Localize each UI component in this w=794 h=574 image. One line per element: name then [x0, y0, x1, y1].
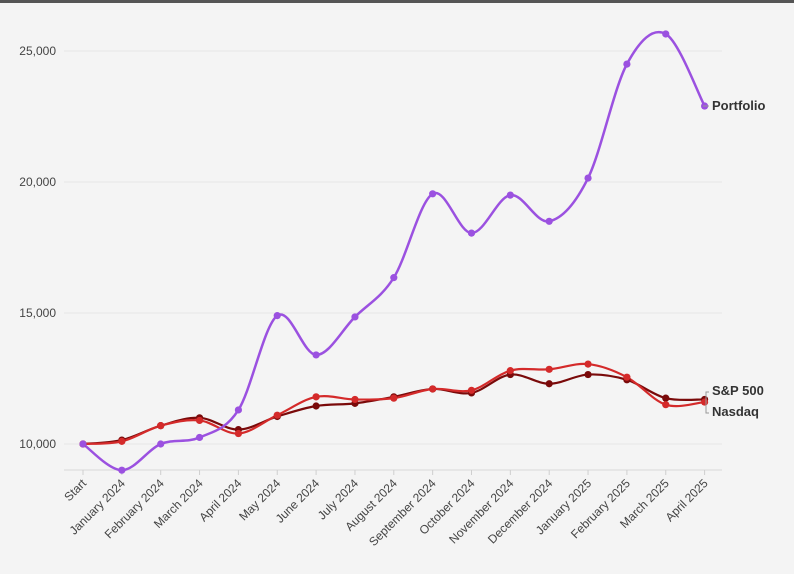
point-portfolio: [506, 191, 514, 199]
point-portfolio: [273, 312, 281, 320]
top-border: [0, 0, 794, 3]
point-portfolio: [118, 466, 126, 474]
point-portfolio: [312, 351, 320, 359]
y-tick-label: 20,000: [19, 175, 56, 189]
legend-portfolio: Portfolio: [712, 98, 765, 113]
line-end-labels: Portfolio S&P 500 Nasdaq: [703, 98, 765, 419]
point-s-p-500: [662, 394, 670, 402]
point-portfolio: [467, 229, 476, 237]
grid-lines: [64, 50, 722, 445]
point-nasdaq: [467, 386, 476, 394]
point-nasdaq: [118, 437, 126, 445]
point-nasdaq: [701, 398, 709, 406]
x-tick-label: September 2024: [366, 476, 439, 549]
point-portfolio: [545, 217, 553, 225]
legend-sp500: S&P 500: [712, 383, 764, 398]
point-nasdaq: [623, 373, 631, 381]
point-nasdaq: [584, 360, 592, 368]
point-nasdaq: [351, 395, 359, 404]
point-s-p-500: [584, 370, 592, 379]
legend-nasdaq: Nasdaq: [712, 404, 759, 419]
point-nasdaq: [234, 429, 242, 438]
point-nasdaq: [545, 365, 553, 373]
point-portfolio: [195, 433, 204, 442]
y-tick-label: 10,000: [19, 437, 56, 451]
point-portfolio: [662, 30, 670, 38]
point-nasdaq: [312, 393, 320, 401]
point-nasdaq: [662, 401, 670, 409]
x-tick-label: April 2025: [663, 476, 711, 524]
series-line-portfolio: [82, 31, 706, 472]
point-nasdaq: [157, 422, 165, 430]
point-portfolio: [351, 313, 359, 321]
point-nasdaq: [195, 416, 204, 425]
x-tick-label: April 2024: [196, 476, 244, 524]
point-nasdaq: [506, 367, 514, 375]
x-tick-label: Start: [61, 476, 89, 504]
point-s-p-500: [545, 380, 553, 388]
series-line-s-p-500: [82, 373, 705, 446]
y-tick-label: 15,000: [19, 306, 56, 320]
point-portfolio: [234, 406, 242, 414]
point-nasdaq: [429, 385, 437, 393]
series-lines: [82, 31, 706, 472]
point-portfolio: [79, 440, 87, 448]
point-s-p-500: [312, 402, 320, 410]
point-nasdaq: [273, 411, 281, 419]
series-points: [79, 30, 709, 474]
point-portfolio: [623, 60, 631, 68]
point-portfolio: [584, 174, 592, 182]
point-portfolio: [390, 274, 398, 282]
legend-bracket: [705, 391, 709, 414]
point-portfolio: [157, 440, 165, 448]
y-axis-labels: 10,000 15,000 20,000 25,000: [19, 44, 56, 451]
point-portfolio: [429, 190, 437, 198]
point-nasdaq: [390, 394, 398, 402]
y-tick-label: 25,000: [19, 44, 56, 58]
